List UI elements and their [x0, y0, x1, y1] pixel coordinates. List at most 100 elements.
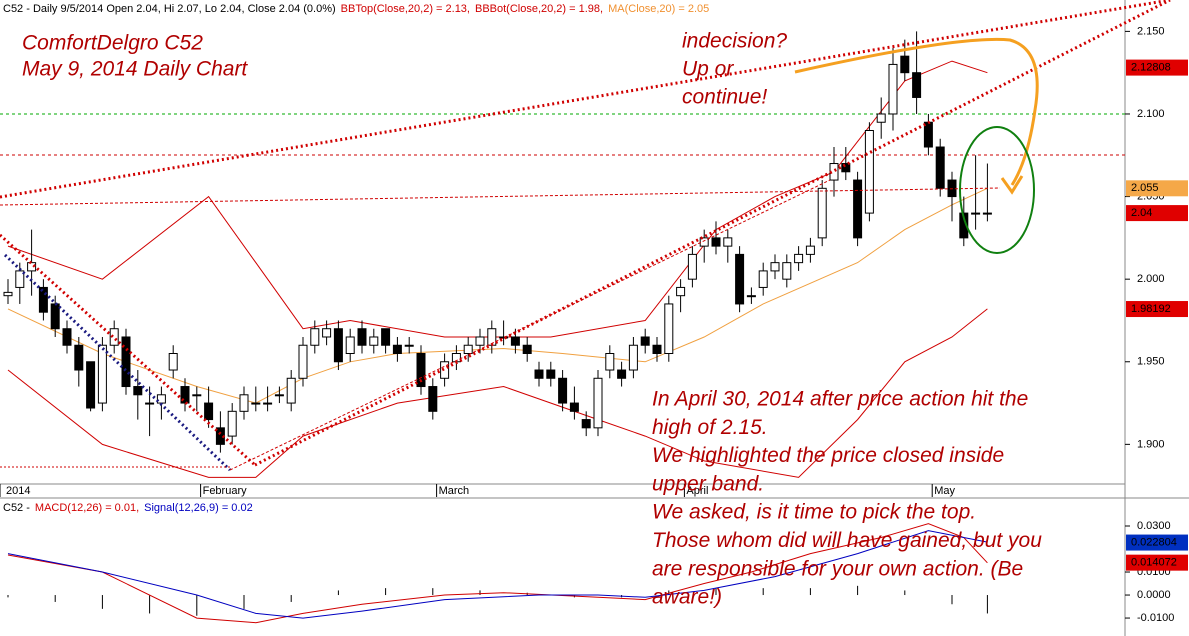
candle-body — [499, 336, 509, 339]
chart-subtitle: May 9, 2014 Daily Chart — [22, 58, 248, 81]
candle-body — [475, 336, 485, 346]
candle-body — [404, 344, 414, 347]
candle-body — [522, 344, 532, 355]
candle-body — [381, 328, 391, 346]
candle-body — [38, 286, 48, 313]
value-box-label: 0.022804 — [1131, 536, 1177, 548]
candle-body — [971, 212, 981, 215]
candle-body — [935, 146, 945, 189]
candle-body — [463, 344, 473, 355]
x-tick-label: 2014 — [6, 485, 30, 497]
candle-body — [794, 253, 804, 264]
candle-body — [888, 63, 898, 115]
candle-body — [546, 369, 556, 379]
trendlines — [0, 0, 1171, 472]
candle-body — [923, 121, 933, 148]
candle-body — [298, 344, 308, 379]
candle-body — [959, 212, 969, 239]
candle-body — [416, 353, 426, 388]
candle-body — [510, 336, 520, 346]
candle-body — [782, 262, 792, 280]
annotation: upper band. — [652, 472, 764, 495]
candle-body — [86, 361, 96, 409]
y-tick-label: 2.150 — [1137, 25, 1165, 37]
candle-body — [239, 394, 249, 412]
candle-body — [900, 55, 910, 74]
header-text: C52 - — [3, 502, 30, 514]
annotation: Those whom did will have gained, but you — [652, 529, 1042, 552]
candle-body — [699, 237, 709, 247]
candle-body — [817, 187, 827, 239]
y-tick-label: 1.950 — [1137, 356, 1165, 368]
header-text: MA(Close,20) = 2.05 — [608, 3, 709, 15]
annotation: We asked, is it time to pick the top. — [652, 501, 976, 524]
y-tick-label: 2.000 — [1137, 273, 1165, 285]
value-box — [1126, 301, 1188, 318]
candle-body — [652, 344, 662, 355]
value-box-label: 1.98192 — [1131, 303, 1171, 315]
x-tick-label: March — [439, 485, 470, 497]
candle-body — [569, 402, 579, 412]
candle-body — [168, 353, 178, 371]
candle-body — [687, 253, 697, 280]
candle-body — [333, 328, 343, 363]
header-text: MACD(12,26) = 0.01, — [35, 502, 139, 514]
candle-body — [770, 262, 780, 272]
candle-body — [227, 410, 237, 437]
candle-body — [853, 179, 863, 239]
candle-body — [357, 328, 367, 346]
header: C52 - MACD(12,26) = 0.01, Signal(12,26,9… — [3, 502, 253, 514]
candle-body — [109, 328, 119, 346]
marks — [3, 31, 992, 624]
annotation: We highlighted the price closed inside — [652, 444, 1004, 467]
candle-body — [133, 386, 143, 396]
candle-body — [274, 394, 284, 397]
candle-body — [982, 212, 992, 215]
candle-body — [876, 113, 886, 123]
y-tick-label: 2.100 — [1137, 108, 1165, 120]
candle-body — [664, 303, 674, 355]
y-tick-label: -0.0100 — [1137, 612, 1174, 624]
value-box-label: 2.055 — [1131, 182, 1159, 194]
candle-body — [711, 237, 721, 247]
candle-body — [735, 253, 745, 305]
candle-body — [97, 344, 107, 404]
value-box — [1126, 205, 1188, 222]
candle-body — [947, 179, 957, 198]
candle-body — [156, 394, 166, 404]
annotation: are responsible for your own action. (Be — [652, 557, 1023, 580]
annotation: high of 2.15. — [652, 416, 768, 439]
header-text: C52 - Daily 9/5/2014 Open 2.04, Hi 2.07,… — [3, 3, 336, 15]
candle-body — [640, 336, 650, 346]
candle-body — [121, 336, 131, 388]
candle-body — [805, 245, 815, 255]
candle-body — [251, 402, 261, 405]
y-tick-label: 0.0300 — [1137, 520, 1171, 532]
candle-body — [192, 394, 202, 397]
candle-body — [746, 295, 756, 298]
x-tick-label: May — [934, 485, 955, 497]
candle-body — [593, 377, 603, 429]
value-box — [1126, 534, 1188, 551]
candle-body — [440, 361, 450, 379]
macd-line — [7, 523, 988, 624]
chart-title: ComfortDelgro C52 — [22, 32, 203, 55]
value-box-label: 0.014072 — [1131, 557, 1177, 569]
value-box-label: 2.12808 — [1131, 62, 1171, 74]
candle-body — [204, 402, 214, 421]
candle-body — [310, 328, 320, 346]
header-text: BBBot(Close,20,2) = 1.98, — [475, 3, 603, 15]
candle-body — [581, 419, 591, 429]
value-box — [1126, 554, 1188, 571]
candle-body — [605, 353, 615, 371]
candle-body — [841, 163, 851, 173]
candle-body — [74, 344, 84, 371]
candle-body — [558, 377, 568, 404]
annotation: indecision? — [682, 30, 787, 53]
candle-body — [322, 328, 332, 338]
candle-body — [180, 386, 190, 404]
candle-body — [676, 286, 686, 297]
candle-body — [487, 328, 497, 346]
candle-body — [617, 369, 627, 379]
